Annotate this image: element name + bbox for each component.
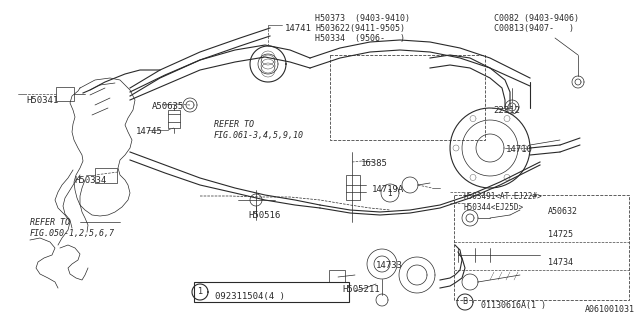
Text: 01130616A(1 ): 01130616A(1 ) [481,301,546,310]
Text: H50516: H50516 [248,211,280,220]
Text: H50344<EJ25D>: H50344<EJ25D> [464,203,524,212]
Text: H50341: H50341 [26,96,58,105]
Text: 14734: 14734 [548,258,573,267]
Bar [454,195,629,300]
Text: FIG.061-3,4,5,9,10: FIG.061-3,4,5,9,10 [214,131,304,140]
Bar [168,110,180,128]
Bar [194,282,349,302]
Text: FIG.050-1,2,5,6,7: FIG.050-1,2,5,6,7 [30,229,115,238]
Text: 14710: 14710 [506,145,533,154]
Text: REFER TO: REFER TO [214,120,254,129]
Text: A061001031: A061001031 [585,305,635,314]
Text: H50334: H50334 [74,176,106,185]
Text: 16385: 16385 [361,159,388,168]
Bar [95,168,117,183]
Text: C00813(9407-   ): C00813(9407- ) [494,24,574,33]
Text: 1: 1 [388,188,392,197]
Text: 14733: 14733 [376,261,403,270]
Text: 14741: 14741 [285,24,312,33]
Text: C0082 (9403-9406): C0082 (9403-9406) [494,14,579,23]
Text: 092311504(4 ): 092311504(4 ) [215,292,285,301]
Text: 14745: 14745 [136,127,163,136]
Text: 22312: 22312 [493,106,520,115]
Bar [346,175,360,200]
Text: H503491<AT.EJ22#>: H503491<AT.EJ22#> [464,192,543,201]
Bar [56,87,74,101]
Bar [330,55,485,140]
Text: H505211: H505211 [342,285,380,294]
Text: REFER TO: REFER TO [30,218,70,227]
Text: H50334  (9506-   ): H50334 (9506- ) [315,34,405,43]
Text: H50373  (9403-9410): H50373 (9403-9410) [315,14,410,23]
Text: H503622(9411-9505): H503622(9411-9505) [315,24,405,33]
Bar [329,270,345,282]
Text: B: B [463,298,468,307]
Text: A50635: A50635 [152,102,184,111]
Text: 1: 1 [197,287,203,297]
Text: 14719A: 14719A [372,185,404,194]
Text: A50632: A50632 [548,207,578,216]
Text: 14725: 14725 [548,230,573,239]
